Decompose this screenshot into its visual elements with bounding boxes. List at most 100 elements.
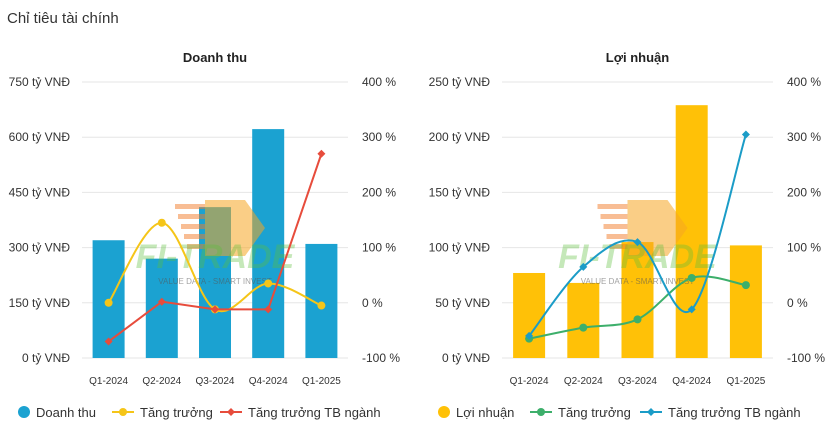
x-tick-label: Q1-2024 — [510, 376, 549, 387]
y-tick-label: 600 tỷ VNĐ — [9, 130, 71, 144]
x-tick-label: Q1-2025 — [726, 376, 765, 387]
y2-tick-label: 0 % — [787, 296, 808, 310]
y2-tick-label: 200 % — [787, 185, 821, 199]
chart-title: Lợi nhuận — [606, 50, 669, 65]
y2-tick-label: -100 % — [362, 351, 400, 365]
legend-item[interactable]: Doanh thu — [18, 405, 96, 420]
y-tick-label: 200 tỷ VNĐ — [429, 130, 491, 144]
data-point — [633, 315, 642, 324]
y-tick-label: 750 tỷ VNĐ — [9, 75, 71, 89]
legend-item[interactable]: Tăng trưởng — [112, 405, 213, 420]
x-tick-label: Q3-2024 — [196, 376, 235, 387]
y2-tick-label: -100 % — [787, 351, 825, 365]
y-tick-label: 100 tỷ VNĐ — [429, 241, 491, 255]
page-title: Chỉ tiêu tài chính — [7, 10, 119, 27]
bar — [729, 245, 762, 358]
y-tick-label: 0 tỷ VNĐ — [22, 351, 70, 365]
legend-item[interactable]: Tăng trưởng — [530, 405, 631, 420]
legend-swatch — [647, 408, 655, 416]
y2-tick-label: 100 % — [362, 241, 396, 255]
y2-tick-label: 200 % — [362, 185, 396, 199]
x-tick-label: Q1-2025 — [302, 376, 341, 387]
watermark-arrow — [205, 200, 265, 256]
data-point — [633, 238, 642, 247]
legend-item[interactable]: Tăng trưởng TB ngành — [220, 405, 381, 420]
legend-swatch — [537, 408, 545, 416]
data-point — [157, 218, 166, 227]
data-point — [211, 305, 219, 314]
bar — [567, 282, 600, 358]
legend-label: Tăng trưởng — [558, 405, 631, 420]
y-tick-label: 50 tỷ VNĐ — [435, 296, 490, 310]
bar — [621, 242, 654, 358]
bar — [513, 272, 546, 358]
bar — [305, 243, 338, 358]
watermark-text: FI-TRADE — [136, 238, 296, 276]
watermark-subtext: VALUE DATA - SMART INVEST — [581, 277, 695, 286]
legend-label: Doanh thu — [36, 405, 96, 420]
legend-swatch — [18, 406, 30, 418]
x-tick-label: Q2-2024 — [564, 376, 603, 387]
y2-tick-label: 100 % — [787, 241, 821, 255]
revenue-chart: Doanh thu 0 tỷ VNĐ 150 tỷ VNĐ 300 tỷ VNĐ 450… — [9, 50, 401, 420]
data-point — [579, 323, 588, 332]
y2-tick-label: 400 % — [787, 75, 821, 89]
data-point — [264, 305, 273, 314]
y-tick-label: 150 tỷ VNĐ — [429, 185, 491, 199]
bar — [252, 129, 285, 358]
watermark-stripe — [600, 214, 628, 219]
chart-title: Doanh thu — [183, 50, 247, 65]
x-tick-label: Q4-2024 — [672, 376, 711, 387]
y-tick-label: 0 tỷ VNĐ — [442, 351, 490, 365]
y-tick-label: 250 tỷ VNĐ — [429, 75, 491, 89]
x-tick-label: Q1-2024 — [89, 376, 128, 387]
watermark-stripe — [184, 234, 205, 239]
y2-tick-label: 0 % — [362, 296, 383, 310]
data-point — [741, 281, 750, 290]
data-point — [104, 298, 113, 307]
y2-tick-label: 400 % — [362, 75, 396, 89]
watermark-stripe — [597, 204, 628, 209]
y-tick-label: 450 tỷ VNĐ — [9, 185, 71, 199]
y2-tick-label: 300 % — [362, 130, 396, 144]
watermark-stripe — [609, 244, 628, 249]
legend-item[interactable]: Lợi nhuận — [438, 405, 514, 420]
legend-label: Tăng trưởng TB ngành — [248, 405, 381, 420]
legend-swatch — [227, 408, 235, 416]
data-point — [264, 279, 273, 288]
legend-item[interactable]: Tăng trưởng TB ngành — [640, 405, 801, 420]
watermark-stripe — [175, 204, 205, 209]
watermark-stripe — [187, 244, 205, 249]
bar — [145, 258, 178, 358]
y-tick-label: 300 tỷ VNĐ — [9, 241, 71, 255]
data-point — [157, 297, 166, 306]
data-point — [741, 130, 750, 139]
data-point — [687, 273, 696, 282]
data-point — [317, 149, 326, 158]
data-point — [579, 262, 588, 271]
watermark-stripe — [603, 224, 628, 229]
data-point — [104, 337, 113, 346]
x-tick-label: Q4-2024 — [249, 376, 288, 387]
watermark-arrow — [627, 200, 688, 256]
legend-swatch — [119, 408, 127, 416]
data-point — [317, 301, 326, 310]
legend-label: Tăng trưởng — [140, 405, 213, 420]
watermark-stripe — [181, 224, 205, 229]
series-line — [528, 134, 747, 337]
legend-label: Lợi nhuận — [456, 405, 514, 420]
y2-tick-label: 300 % — [787, 130, 821, 144]
data-point — [525, 331, 534, 340]
legend-label: Tăng trưởng TB ngành — [668, 405, 801, 420]
legend-swatch — [438, 406, 450, 418]
watermark-stripe — [178, 214, 205, 219]
x-tick-label: Q2-2024 — [142, 376, 181, 387]
data-point — [687, 305, 696, 314]
watermark-stripe — [606, 234, 628, 239]
y-tick-label: 150 tỷ VNĐ — [9, 296, 71, 310]
x-tick-label: Q3-2024 — [618, 376, 657, 387]
watermark-subtext: VALUE DATA - SMART INVEST — [158, 277, 272, 286]
